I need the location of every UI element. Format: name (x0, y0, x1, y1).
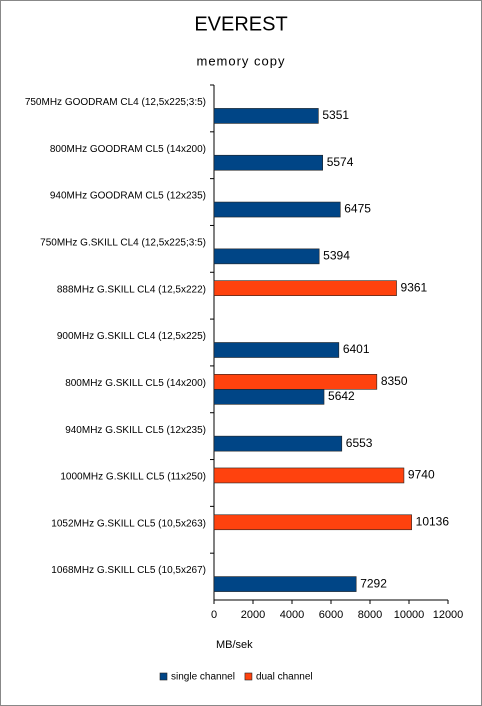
value-label: 10136 (416, 514, 450, 528)
y-tick-label: 900MHz G.SKILL CL4 (12,5x225) (57, 331, 206, 342)
bar (213, 467, 405, 484)
legend-label: single channel (171, 672, 235, 683)
value-label: 6475 (344, 202, 371, 216)
y-tick-label: 800MHz G.SKILL CL5 (14x200) (65, 378, 206, 389)
bar (213, 201, 341, 218)
value-label: 5351 (322, 108, 349, 122)
bar (213, 435, 343, 452)
value-label: 6401 (343, 342, 370, 356)
bar (213, 108, 319, 124)
legend-swatch (244, 672, 253, 681)
bar (213, 280, 397, 296)
bar (213, 576, 357, 592)
value-label: 7292 (360, 576, 387, 590)
x-axis-label: MB/sek (216, 639, 253, 651)
y-tick-label: 750MHz GOODRAM CL4 (12,5x225;3:5) (25, 97, 206, 108)
value-label: 6553 (346, 436, 373, 450)
legend-swatch (159, 672, 168, 681)
value-label: 9361 (401, 280, 428, 294)
bar (213, 374, 378, 390)
chart-title: EVEREST (194, 13, 287, 35)
y-tick-label: 800MHz GOODRAM CL5 (14x200) (50, 144, 206, 155)
value-label: 8350 (381, 374, 408, 388)
y-tick-label: 750MHz G.SKILL CL4 (12,5x225;3:5) (40, 238, 206, 249)
bar (213, 342, 340, 358)
legend-label: dual channel (256, 672, 313, 683)
x-tick-label: 10000 (394, 609, 425, 621)
y-tick-label: 888MHz G.SKILL CL4 (12,5x222) (57, 284, 206, 295)
y-tick-label: 1000MHz G.SKILL CL5 (11x250) (60, 472, 206, 483)
x-tick-label: 6000 (319, 609, 343, 621)
x-tick-label: 2000 (241, 609, 265, 621)
bar (213, 514, 412, 531)
y-tick-label: 940MHz G.SKILL CL5 (12x235) (65, 425, 206, 436)
value-label: 5642 (328, 389, 355, 403)
value-label: 5394 (323, 249, 350, 263)
x-tick-label: 4000 (280, 609, 304, 621)
y-tick-label: 1068MHz G.SKILL CL5 (10,5x267) (51, 565, 206, 576)
chart-subtitle: memory copy (196, 53, 285, 68)
x-tick-label: 12000 (433, 609, 464, 621)
x-tick-label: 0 (211, 609, 217, 621)
y-tick-label: 1052MHz G.SKILL CL5 (10,5x263) (51, 518, 206, 529)
y-tick-label: 940MHz GOODRAM CL5 (12x235) (50, 191, 206, 202)
bar (213, 389, 325, 405)
value-label: 9740 (408, 468, 435, 482)
bar (213, 248, 320, 265)
value-label: 5574 (327, 155, 354, 169)
x-tick-label: 8000 (358, 609, 382, 621)
bar (213, 154, 323, 171)
